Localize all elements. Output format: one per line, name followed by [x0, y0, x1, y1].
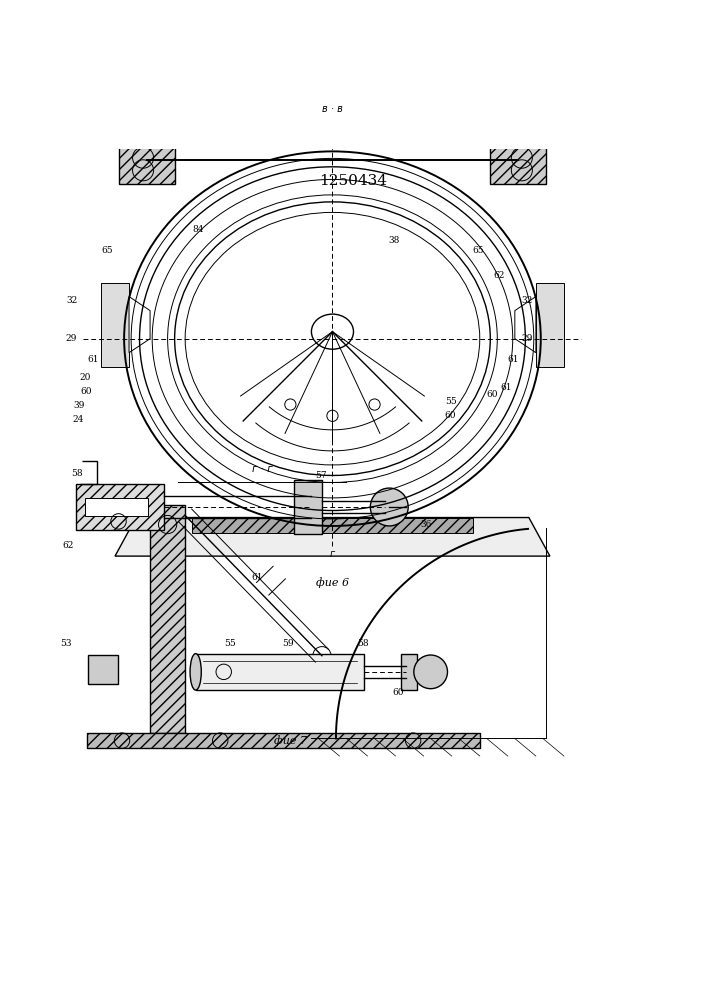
Text: 24: 24 [73, 415, 84, 424]
Text: в · в: в · в [322, 104, 343, 114]
Text: 1250434: 1250434 [320, 174, 387, 188]
Circle shape [414, 655, 448, 689]
Text: фие 6: фие 6 [316, 577, 349, 588]
Text: 65: 65 [473, 246, 484, 255]
Text: 58: 58 [357, 639, 368, 648]
Text: 58: 58 [71, 469, 83, 478]
Text: 84: 84 [192, 225, 204, 234]
Text: 55: 55 [223, 639, 235, 648]
Text: 29: 29 [66, 334, 77, 343]
Polygon shape [515, 297, 536, 353]
Text: 29: 29 [522, 334, 533, 343]
Polygon shape [101, 283, 129, 367]
Text: 61: 61 [87, 355, 98, 364]
Text: 38: 38 [389, 236, 400, 245]
Bar [119, 142, 175, 184]
Text: 36: 36 [420, 520, 431, 529]
Bar [490, 142, 547, 184]
Bar [196, 654, 364, 690]
Polygon shape [129, 297, 150, 353]
Bar [150, 505, 185, 733]
Bar [294, 480, 322, 534]
Bar [85, 498, 148, 516]
Text: 59: 59 [282, 639, 293, 648]
Circle shape [370, 488, 408, 526]
Bar [87, 733, 480, 748]
Text: 55: 55 [445, 397, 457, 406]
Text: 62: 62 [493, 271, 506, 280]
Text: 65: 65 [101, 246, 112, 255]
Text: фие 7: фие 7 [274, 735, 307, 746]
Text: 57: 57 [315, 471, 327, 480]
Ellipse shape [190, 654, 201, 690]
Text: 60: 60 [445, 411, 456, 420]
Text: г · г: г · г [252, 464, 273, 474]
Text: 20: 20 [80, 373, 91, 382]
Text: 32: 32 [66, 296, 77, 305]
Text: 61: 61 [508, 355, 520, 364]
Text: 39: 39 [73, 401, 84, 410]
Text: 32: 32 [522, 296, 533, 305]
Text: г: г [330, 549, 335, 559]
Polygon shape [115, 518, 550, 556]
Text: 61: 61 [501, 383, 513, 392]
Bar [192, 518, 473, 533]
Text: 60: 60 [80, 387, 91, 396]
Text: 60: 60 [392, 688, 404, 697]
Text: 60: 60 [487, 390, 498, 399]
Text: 53: 53 [60, 639, 72, 648]
Bar [88, 655, 118, 684]
Bar [401, 654, 416, 690]
Text: 61: 61 [252, 573, 263, 582]
Polygon shape [536, 283, 564, 367]
Bar [76, 484, 164, 530]
Text: 62: 62 [62, 541, 74, 550]
